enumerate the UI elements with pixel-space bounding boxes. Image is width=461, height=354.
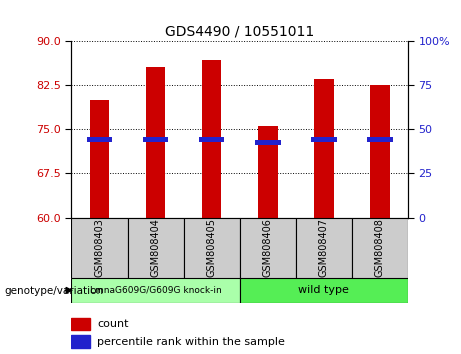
Bar <box>255 139 281 145</box>
Text: GSM808405: GSM808405 <box>207 218 217 277</box>
Bar <box>199 137 225 142</box>
Bar <box>71 218 128 278</box>
Bar <box>143 137 168 142</box>
Bar <box>240 278 408 303</box>
Bar <box>240 218 296 278</box>
Bar <box>202 59 221 218</box>
Text: wild type: wild type <box>298 285 349 295</box>
Text: GSM808403: GSM808403 <box>95 218 105 277</box>
Text: count: count <box>97 319 129 329</box>
Bar <box>128 218 183 278</box>
Text: LmnaG609G/G609G knock-in: LmnaG609G/G609G knock-in <box>90 286 221 295</box>
Bar <box>90 100 109 218</box>
Bar <box>314 79 334 218</box>
Bar <box>367 137 393 142</box>
Bar <box>311 137 337 142</box>
Text: GSM808404: GSM808404 <box>151 218 160 277</box>
Bar <box>352 218 408 278</box>
Bar <box>296 218 352 278</box>
Text: genotype/variation: genotype/variation <box>5 286 104 296</box>
Bar <box>183 218 240 278</box>
Bar <box>146 67 165 218</box>
Bar <box>71 318 90 330</box>
Text: GSM808408: GSM808408 <box>375 218 385 277</box>
Bar <box>71 278 240 303</box>
Bar <box>370 85 390 218</box>
Text: percentile rank within the sample: percentile rank within the sample <box>97 337 285 347</box>
Bar <box>258 126 278 218</box>
Text: GSM808406: GSM808406 <box>263 218 273 277</box>
Bar <box>87 137 112 142</box>
Title: GDS4490 / 10551011: GDS4490 / 10551011 <box>165 24 314 38</box>
Bar <box>71 335 90 348</box>
Text: GSM808407: GSM808407 <box>319 218 329 277</box>
